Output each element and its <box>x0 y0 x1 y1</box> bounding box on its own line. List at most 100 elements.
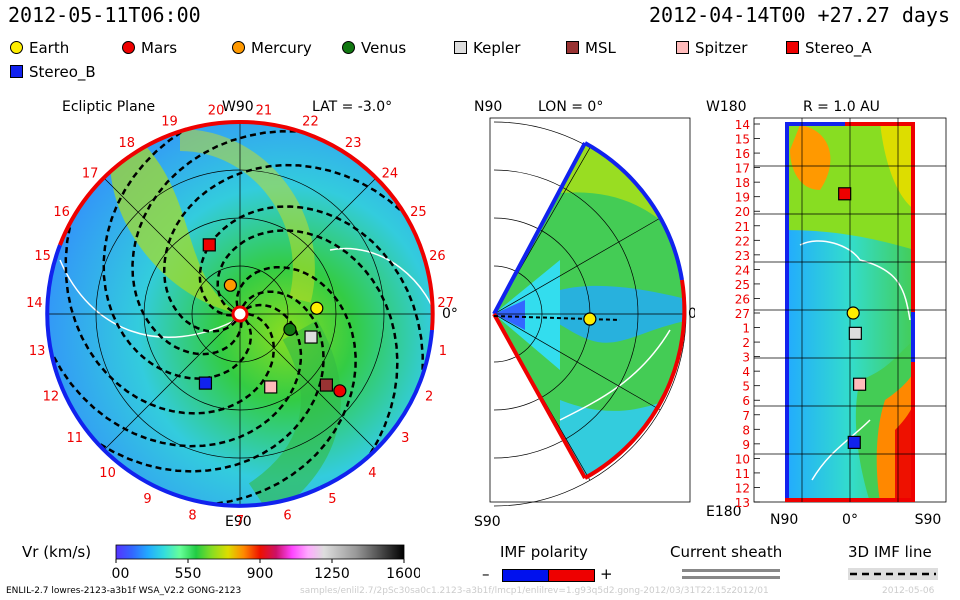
colorbar-tick-label: 900 <box>247 566 274 582</box>
legend-label: Kepler <box>473 39 521 57</box>
carrington-day-tick: 12 <box>735 481 750 495</box>
carrington-day-tick: 18 <box>735 176 750 190</box>
colorbar-label: Vr (km/s) <box>22 543 92 561</box>
earth-marker-icon <box>10 41 23 54</box>
legend-label: Stereo_B <box>29 63 96 81</box>
lat-label: LAT = -3.0° <box>312 99 392 115</box>
carrington-day-label: 18 <box>119 136 136 151</box>
faded-date: 2012-05-06 <box>882 586 935 596</box>
carrington-day-label: 23 <box>345 136 362 151</box>
carrington-marker-earth <box>846 306 860 320</box>
carrington-marker-stereo_a <box>838 187 852 201</box>
carrington-day-label: 13 <box>29 344 46 359</box>
carrington-day-label: 2 <box>425 390 433 405</box>
legend-label: Earth <box>29 39 70 57</box>
carrington-day-label: 21 <box>256 103 273 118</box>
legend-label: Spitzer <box>695 39 748 57</box>
carrington-day-tick: 11 <box>735 467 750 481</box>
carrington-day-tick: 15 <box>735 133 750 147</box>
carrington-day-label: 19 <box>161 114 178 129</box>
legend-label: Mercury <box>251 39 312 57</box>
carrington-day-label: 17 <box>82 167 99 182</box>
run-start-label: 2012-04-14T00 +27.27 days <box>648 3 950 27</box>
carrington-day-label: 3 <box>401 431 409 446</box>
imf-spiral-line <box>131 130 300 356</box>
ecliptic-plane-panel: Ecliptic Plane LAT = -3.0° W90 E90 0° 1 2… <box>26 99 458 530</box>
carrington-day-tick: 20 <box>735 205 750 219</box>
mars-marker-icon <box>122 41 135 54</box>
legend-label: MSL <box>585 39 616 57</box>
legend-item-earth: Earth <box>10 39 69 57</box>
imf-spiral-line <box>213 266 357 506</box>
s90-label: S90 <box>474 514 501 530</box>
carrington-day-tick: 22 <box>735 234 750 248</box>
meridional-zero-label: 0° <box>688 306 695 322</box>
current-sheath-line-1 <box>682 569 780 572</box>
current-time-label: 2012-05-11T06:00 <box>8 3 201 27</box>
carrington-day-tick: 6 <box>742 394 750 408</box>
carrington-day-tick: 27 <box>735 307 750 321</box>
carrington-day-tick: 8 <box>742 423 750 437</box>
legend-label: Venus <box>361 39 407 57</box>
faded-run-path: samples/enlil2.7/2pSc30sa0c1.2123-a3b1f/… <box>300 586 769 596</box>
e90-label: E90 <box>225 514 252 530</box>
carrington-day-tick: 24 <box>735 263 750 277</box>
ecliptic-marker-msl <box>319 378 333 392</box>
ecliptic-marker-earth <box>310 301 324 315</box>
carrington-day-tick: 2 <box>742 336 750 350</box>
imf-spiral-line <box>198 205 424 374</box>
kepler-marker-icon <box>454 41 467 54</box>
imf-spiral-line <box>162 163 404 333</box>
current-sheath-label: Current sheath <box>670 543 783 561</box>
carrington-day-tick: 14 <box>735 118 750 132</box>
carrington-day-label: 10 <box>99 466 116 481</box>
ecliptic-title: Ecliptic Plane <box>62 99 155 115</box>
current-sheath-line-2 <box>682 576 780 579</box>
imf-spiral-line <box>102 129 253 380</box>
ecliptic-marker-mercury <box>223 278 237 292</box>
legend-label: Mars <box>141 39 178 57</box>
colorbar-tick-label: 1250 <box>314 566 350 582</box>
carrington-marker-spitzer <box>852 377 867 391</box>
imf-polarity-label: IMF polarity <box>500 543 588 561</box>
imf-line-sample <box>848 568 938 580</box>
carrington-day-label: 27 <box>437 296 454 311</box>
carrington-day-tick: 25 <box>735 278 750 292</box>
w180-label: W180 <box>706 99 747 115</box>
w90-label: W90 <box>222 99 254 115</box>
legend-item-spitzer: Spitzer <box>676 39 747 57</box>
imf-plus-label: + <box>600 565 613 583</box>
carrington-lat-tick: 0° <box>842 512 858 528</box>
legend-item-msl: MSL <box>566 39 616 57</box>
mercury-marker-icon <box>232 41 245 54</box>
carrington-day-label: 22 <box>302 114 319 129</box>
meridional-marker-earth <box>583 312 597 326</box>
carrington-map-panel: W180 R = 1.0 AU E180 1415161718192021222… <box>706 99 947 528</box>
carrington-day-label: 14 <box>26 296 43 311</box>
carrington-day-label: 6 <box>283 508 291 523</box>
ecliptic-zero-label: 0° <box>442 306 458 322</box>
carrington-lat-tick: N90 <box>770 512 798 528</box>
carrington-day-tick: 4 <box>742 365 750 379</box>
e180-label: E180 <box>706 504 742 520</box>
lon-label: LON = 0° <box>538 99 603 115</box>
carrington-day-label: 15 <box>34 249 51 264</box>
carrington-day-tick: 21 <box>735 220 750 234</box>
imf-spiral-line <box>64 223 276 415</box>
carrington-day-label: 4 <box>368 466 376 481</box>
legend-item-venus: Venus <box>342 39 406 57</box>
imf-spiral-line <box>96 290 325 473</box>
carrington-day-tick: 17 <box>735 162 750 176</box>
carrington-day-tick: 26 <box>735 292 750 306</box>
carrington-lat-tick: S90 <box>915 512 942 528</box>
n90-label: N90 <box>474 99 502 115</box>
legend-item-stereo_a: Stereo_A <box>786 39 872 57</box>
imf-spiral-line <box>216 229 399 458</box>
carrington-day-label: 1 <box>439 344 447 359</box>
carrington-marker-stereo_b <box>847 435 861 449</box>
colorbar-tick-label: 550 <box>175 566 202 582</box>
legend-item-mercury: Mercury <box>232 39 312 57</box>
ecliptic-marker-venus <box>283 322 297 336</box>
carrington-day-label: 11 <box>66 431 83 446</box>
